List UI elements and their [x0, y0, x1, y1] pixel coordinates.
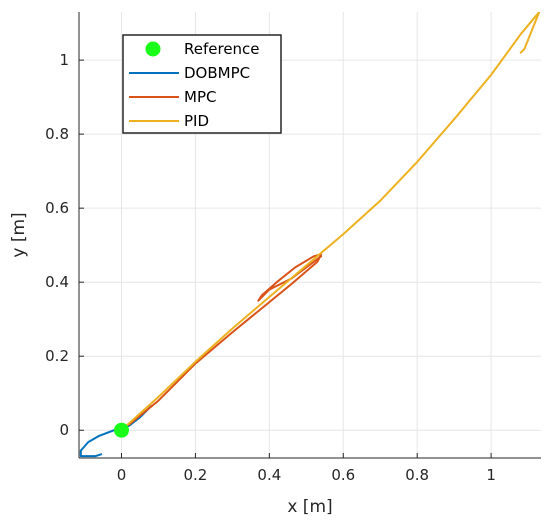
y-tick-label: 0.8 — [45, 125, 69, 143]
legend-items: Reference DOBMPC MPC PID — [129, 40, 260, 130]
legend: Reference DOBMPC MPC PID — [122, 34, 282, 134]
x-tick-label: 0.8 — [405, 466, 429, 484]
x-tick-label: 0.2 — [183, 466, 207, 484]
legend-label-pid: PID — [184, 112, 209, 130]
reference-marker — [114, 422, 130, 438]
legend-label-mpc: MPC — [184, 88, 216, 106]
y-tick-label: 1 — [59, 51, 69, 69]
x-axis-title: x [m] — [287, 497, 332, 517]
x-tick-label: 0.4 — [257, 466, 281, 484]
x-tick-label: 0 — [117, 466, 127, 484]
y-tick-label: 0.4 — [45, 273, 69, 291]
x-tick-label: 0.6 — [331, 466, 355, 484]
y-axis-title: y [m] — [9, 212, 29, 257]
legend-swatch-reference — [145, 41, 161, 57]
legend-label-reference: Reference — [184, 40, 260, 58]
series-line-pid — [122, 12, 541, 430]
legend-label-dobmpc: DOBMPC — [184, 64, 250, 82]
data-series — [79, 12, 541, 458]
y-tick-label: 0 — [59, 421, 69, 439]
axes: 0 0.2 0.4 0.6 0.8 1 0 0.2 0.4 0.6 0.8 1 — [45, 12, 541, 484]
y-tick-label: 0.2 — [45, 347, 69, 365]
y-tick-label: 0.6 — [45, 199, 69, 217]
x-tick-label: 1 — [486, 466, 496, 484]
plot-area: 0 0.2 0.4 0.6 0.8 1 0 0.2 0.4 0.6 0.8 1 — [45, 12, 541, 484]
